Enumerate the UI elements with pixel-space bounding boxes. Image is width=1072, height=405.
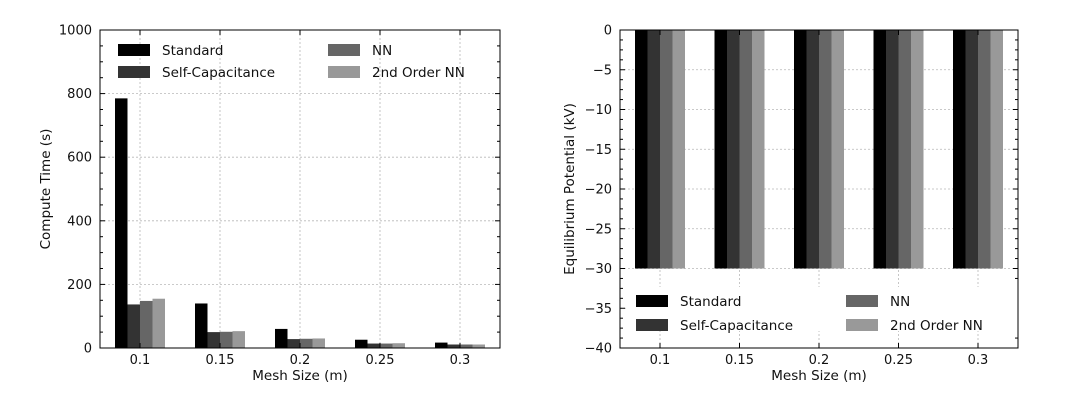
legend-swatch <box>118 66 150 78</box>
legend-label: Standard <box>162 43 223 59</box>
bar <box>911 30 924 269</box>
x-tick-label: 0.2 <box>809 353 830 368</box>
bar <box>220 331 233 348</box>
bar <box>794 30 807 269</box>
bar <box>355 339 368 348</box>
y-tick-label: 0 <box>604 24 612 39</box>
bar <box>392 343 405 348</box>
bar <box>898 30 911 269</box>
y-tick-label: −35 <box>585 302 612 317</box>
bar <box>886 30 899 269</box>
bar <box>195 303 208 348</box>
equilibrium-potential-chart: 0.1 0.15 0.2 0.25 0.3 0 −5 −10 −15 −20 −25 −30 −35 −4… <box>562 24 1019 384</box>
legend-label: Standard <box>680 294 741 310</box>
legend-swatch <box>328 66 360 78</box>
bar <box>312 338 325 348</box>
x-axis-label: Mesh Size (m) <box>252 368 348 384</box>
bar <box>953 30 966 269</box>
bar <box>752 30 765 269</box>
y-tick-label: 0 <box>84 342 92 357</box>
legend-label: Self-Capacitance <box>680 318 793 334</box>
y-tick-label: 200 <box>67 278 92 293</box>
x-tick-label: 0.2 <box>290 353 311 368</box>
bar <box>647 30 660 269</box>
compute-time-chart: 0.1 0.15 0.2 0.25 0.3 0 200 400 600 800 1000 Mesh S… <box>38 24 501 384</box>
legend-swatch <box>636 295 668 307</box>
bar <box>635 30 648 269</box>
bar <box>300 338 313 348</box>
bar <box>460 344 473 348</box>
bar <box>873 30 886 269</box>
bar <box>806 30 819 269</box>
bar <box>367 343 380 348</box>
bar <box>232 331 245 348</box>
legend-swatch <box>328 44 360 56</box>
y-tick-label: −25 <box>585 222 612 237</box>
bar <box>447 344 460 348</box>
bar <box>435 342 448 348</box>
bar <box>660 30 673 269</box>
legend-swatch <box>636 319 668 331</box>
bar <box>990 30 1003 269</box>
y-axis-label: Compute Time (s) <box>38 129 54 250</box>
legend-swatch <box>846 319 878 331</box>
x-tick-label: 0.25 <box>884 353 913 368</box>
bar <box>115 98 128 349</box>
bar <box>472 344 485 348</box>
legend-label: 2nd Order NN <box>890 318 983 334</box>
y-tick-label: −10 <box>585 103 612 118</box>
legend-swatch <box>118 44 150 56</box>
bar <box>207 332 220 348</box>
bar <box>819 30 832 269</box>
bar <box>727 30 740 269</box>
bar <box>978 30 991 269</box>
y-tick-label: 600 <box>67 151 92 166</box>
x-tick-label: 0.1 <box>650 353 671 368</box>
legend-label: NN <box>890 294 910 310</box>
bar <box>965 30 978 269</box>
legend-label: 2nd Order NN <box>372 65 465 81</box>
x-tick-label: 0.15 <box>725 353 754 368</box>
y-tick-label: 1000 <box>59 24 92 39</box>
x-tick-label: 0.25 <box>366 353 395 368</box>
y-tick-label: −40 <box>585 342 612 357</box>
y-tick-label: −5 <box>593 63 612 78</box>
y-tick-label: 800 <box>67 87 92 102</box>
bar <box>380 343 393 348</box>
bar <box>672 30 685 269</box>
y-tick-label: −20 <box>585 183 612 198</box>
legend-label: NN <box>372 43 392 59</box>
legend-swatch <box>846 295 878 307</box>
bar <box>127 304 140 348</box>
y-axis-label: Equilibrium Potential (kV) <box>562 103 578 275</box>
y-tick-label: −15 <box>585 143 612 158</box>
x-tick-label: 0.15 <box>206 353 235 368</box>
bar <box>140 300 153 348</box>
y-tick-label: 400 <box>67 214 92 229</box>
legend-background <box>628 287 1018 331</box>
bar <box>287 339 300 348</box>
x-tick-label: 0.3 <box>968 353 989 368</box>
bar <box>739 30 752 269</box>
bar <box>152 298 165 348</box>
bar <box>714 30 727 269</box>
bar <box>831 30 844 269</box>
legend-label: Self-Capacitance <box>162 65 275 81</box>
x-tick-label: 0.1 <box>130 353 151 368</box>
x-tick-label: 0.3 <box>450 353 471 368</box>
bar <box>275 328 288 348</box>
plot-frame <box>619 29 1019 349</box>
y-tick-label: −30 <box>585 262 612 277</box>
x-axis-label: Mesh Size (m) <box>771 368 867 384</box>
